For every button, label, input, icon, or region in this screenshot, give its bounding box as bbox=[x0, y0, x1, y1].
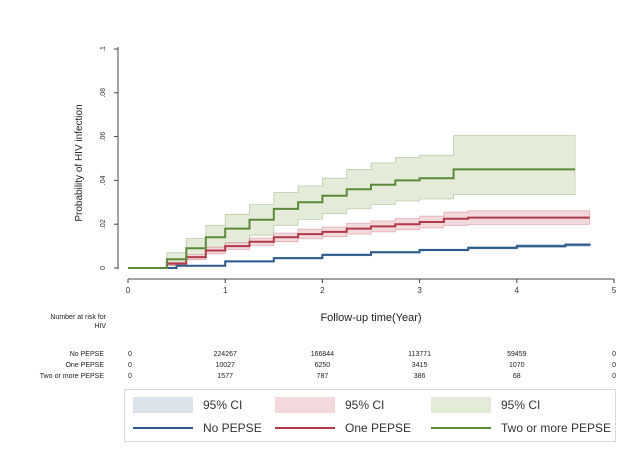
risk-cell: 386 bbox=[414, 373, 426, 380]
legend-line-swatch bbox=[275, 427, 335, 429]
legend-ci-label: 95% CI bbox=[345, 398, 385, 412]
legend-ci-one-pepse: 95% CI bbox=[275, 397, 384, 413]
x-tick-label: 5 bbox=[612, 286, 617, 295]
x-axis-label: Follow-up time(Year) bbox=[320, 312, 421, 324]
risk-cell: 0 bbox=[128, 362, 132, 369]
legend-ci-no-pepse: 95% CI bbox=[133, 397, 242, 413]
risk-row-label: One PEPSE bbox=[65, 362, 104, 369]
legend-ci-swatch bbox=[133, 397, 193, 413]
risk-cell: 10027 bbox=[215, 362, 235, 369]
y-tick-label: .08 bbox=[100, 88, 107, 98]
y-tick-label: 0 bbox=[100, 266, 107, 270]
risk-row-label: Two or more PEPSE bbox=[40, 373, 105, 380]
risk-cell: 6250 bbox=[315, 362, 331, 369]
y-tick-label: .02 bbox=[100, 219, 107, 229]
legend-ci-label: 95% CI bbox=[501, 398, 541, 412]
y-tick-label: .1 bbox=[100, 46, 107, 52]
risk-cell: 0 bbox=[612, 351, 616, 358]
x-tick-label: 3 bbox=[417, 286, 422, 295]
x-tick-label: 4 bbox=[515, 286, 520, 295]
risk-cell: 0 bbox=[128, 351, 132, 358]
legend-ci-label: 95% CI bbox=[203, 398, 243, 412]
survival-curves bbox=[128, 168, 591, 269]
axes bbox=[117, 47, 614, 280]
legend-line-no-pepse: No PEPSE bbox=[133, 421, 262, 435]
y-tick-label: .04 bbox=[100, 175, 107, 185]
legend-ci-swatch bbox=[275, 397, 335, 413]
legend-series-label: No PEPSE bbox=[203, 421, 262, 435]
risk-cell: 1577 bbox=[217, 373, 233, 380]
series-line-no-pepse bbox=[128, 243, 591, 269]
risk-cell: 3415 bbox=[412, 362, 428, 369]
legend-line-one-pepse: One PEPSE bbox=[275, 421, 411, 435]
legend-series-label: Two or more PEPSE bbox=[501, 421, 612, 435]
y-tick-label: .06 bbox=[100, 132, 107, 142]
risk-cell: 1070 bbox=[509, 362, 525, 369]
legend: 95% CI 95% CI 95% CI No PEPSE One PEPSE … bbox=[124, 389, 616, 442]
series-line-one-pepse bbox=[128, 216, 590, 269]
risk-cell: 68 bbox=[513, 373, 521, 380]
y-ticks: 0 .02 .04 .06 .08 .1 bbox=[100, 46, 118, 270]
legend-line-two-pepse: Two or more PEPSE bbox=[431, 421, 611, 435]
risk-cell: 787 bbox=[317, 373, 329, 380]
risk-cell: 0 bbox=[128, 373, 132, 380]
legend-line-swatch bbox=[431, 427, 491, 429]
y-axis-label: Probability of HIV infection bbox=[74, 104, 85, 221]
series-line-two-or-more-pepse bbox=[128, 168, 576, 269]
risk-cell: 59459 bbox=[507, 351, 527, 358]
risk-cell: 0 bbox=[612, 362, 616, 369]
risk-table: No PEPSE 0 224267 166844 113771 59459 0 One PEP… bbox=[40, 351, 616, 380]
risk-row-label: No PEPSE bbox=[70, 351, 105, 358]
x-tick-label: 0 bbox=[126, 286, 131, 295]
x-tick-label: 2 bbox=[320, 286, 325, 295]
legend-ci-swatch bbox=[431, 397, 491, 413]
legend-ci-two-pepse: 95% CI bbox=[431, 397, 540, 413]
risk-cell: 0 bbox=[612, 373, 616, 380]
risk-table-title: Number at risk for HIV bbox=[50, 314, 106, 330]
legend-series-label: One PEPSE bbox=[345, 421, 412, 435]
risk-cell: 113771 bbox=[408, 351, 431, 358]
legend-line-swatch bbox=[133, 427, 193, 429]
x-ticks: 0 1 2 3 4 5 bbox=[126, 279, 617, 295]
risk-cell: 166844 bbox=[311, 351, 334, 358]
x-tick-label: 1 bbox=[223, 286, 228, 295]
risk-cell: 224267 bbox=[214, 351, 237, 358]
